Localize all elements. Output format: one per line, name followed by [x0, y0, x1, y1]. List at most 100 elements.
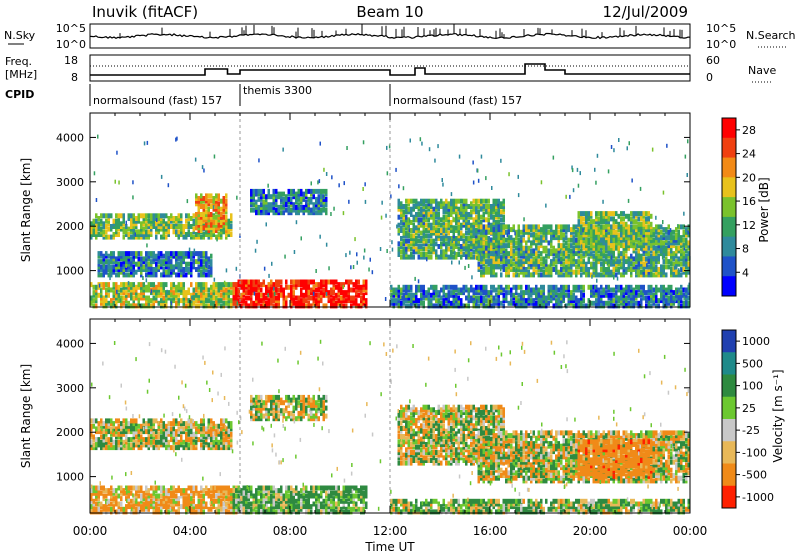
heatmap-cell [527, 232, 530, 238]
heatmap-cell [650, 224, 653, 230]
heatmap-cell [617, 221, 620, 227]
heatmap-cell [215, 206, 218, 212]
heatmap-cell [112, 292, 115, 298]
heatmap-cell [115, 272, 118, 278]
heatmap-cell [190, 253, 193, 259]
heatmap-cell [532, 256, 535, 262]
heatmap-cell [470, 244, 473, 249]
heatmap-cell [300, 191, 303, 197]
heatmap-cell [427, 300, 430, 306]
heatmap-cell [477, 251, 480, 257]
heatmap-cell [225, 228, 228, 233]
heatmap-cell [602, 264, 605, 270]
heatmap-cell [492, 272, 495, 278]
heatmap-cell [152, 253, 155, 259]
heatmap-cell [132, 267, 135, 272]
heatmap-cell [145, 295, 148, 301]
heatmap-cell [575, 259, 578, 265]
heatmap-cell [92, 229, 95, 235]
heatmap-cell [410, 246, 413, 252]
heatmap-cell [400, 303, 403, 309]
heatmap-cell [487, 209, 490, 215]
heatmap-cell [555, 290, 558, 296]
heatmap-cell [391, 240, 393, 245]
heatmap-cell [545, 224, 548, 230]
heatmap-cell [677, 224, 679, 229]
heatmap-cell [417, 204, 420, 209]
heatmap-cell [665, 292, 668, 298]
heatmap-cell [670, 272, 673, 278]
heatmap-cell [637, 284, 640, 290]
heatmap-cell [512, 243, 515, 249]
heatmap-cell [580, 253, 583, 259]
heatmap-cell [170, 224, 173, 229]
heatmap-cell [555, 248, 558, 254]
heatmap-cell [495, 272, 498, 278]
heatmap-cell [442, 284, 445, 290]
heatmap-cell [165, 226, 168, 232]
heatmap-cell [617, 248, 620, 254]
heatmap-cell [555, 224, 558, 230]
heatmap-cell [320, 188, 323, 194]
heatmap-cell [687, 290, 690, 296]
heatmap-cell [616, 259, 618, 264]
heatmap-cell [642, 232, 645, 238]
heatmap-cell [100, 264, 103, 270]
heatmap-cell [260, 188, 263, 194]
heatmap-cell [577, 211, 580, 217]
heatmap-cell [442, 228, 445, 233]
heatmap-cell [150, 251, 153, 257]
heatmap-cell [602, 251, 605, 257]
heatmap-cell [455, 225, 458, 231]
heatmap-cell [287, 292, 290, 298]
heatmap-cell [625, 237, 628, 243]
heatmap-cell [594, 285, 596, 290]
heatmap-cell [497, 224, 500, 230]
heatmap-cell [417, 254, 420, 260]
heatmap-cell [662, 292, 665, 298]
heatmap-cell [95, 287, 98, 293]
heatmap-cell [190, 216, 193, 221]
heatmap-cell [642, 256, 645, 262]
heatmap-cell [237, 292, 240, 298]
heatmap-cell [147, 256, 150, 262]
heatmap-cell [670, 298, 673, 304]
heatmap-cell [680, 261, 683, 267]
heatmap-cell [537, 235, 540, 241]
heatmap-cell [112, 251, 115, 257]
heatmap-cell [460, 222, 463, 228]
heatmap-cell [450, 206, 453, 212]
heatmap-cell [397, 298, 400, 304]
heatmap-cell [645, 211, 648, 217]
heatmap-cell [437, 233, 440, 239]
heatmap-cell [607, 261, 610, 267]
heatmap-cell [142, 256, 145, 262]
heatmap-cell [617, 245, 620, 251]
heatmap-cell [582, 240, 585, 246]
heatmap-cell [630, 259, 633, 265]
heatmap-cell [120, 264, 123, 270]
heatmap-cell [182, 300, 185, 306]
heatmap-cell [580, 216, 583, 222]
heatmap-cell [587, 256, 590, 262]
heatmap-cell [172, 218, 175, 224]
heatmap-cell [562, 227, 565, 233]
heatmap-cell [132, 232, 135, 237]
heatmap-cell [455, 284, 458, 290]
heatmap-cell [480, 214, 483, 220]
heatmap-cell [142, 229, 145, 235]
heatmap-cell [595, 298, 598, 304]
heatmap-cell [637, 300, 640, 306]
heatmap-cell [177, 272, 180, 278]
heatmap-cell [645, 229, 648, 235]
heatmap-cell [205, 232, 208, 237]
heatmap-cell [135, 221, 138, 227]
heatmap-cell [505, 237, 508, 243]
heatmap-cell [490, 303, 493, 309]
heatmap-cell [527, 256, 530, 262]
heatmap-cell [545, 227, 548, 233]
heatmap-cell [200, 212, 203, 217]
heatmap-cell [557, 272, 560, 278]
heatmap-cell [415, 295, 418, 301]
heatmap-cell [195, 251, 198, 257]
